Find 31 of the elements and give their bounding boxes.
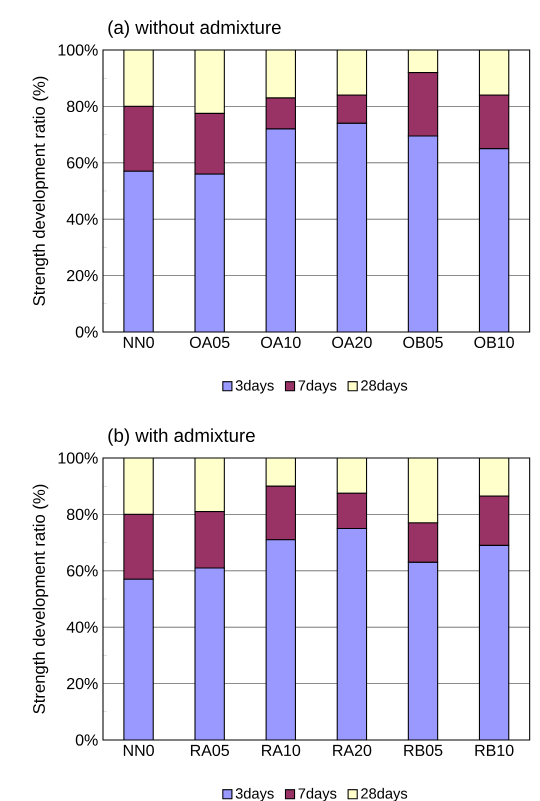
y-tick-label: 40%: [66, 622, 98, 633]
x-tick-label: OA10: [261, 336, 301, 348]
y-tick-label: 80%: [66, 508, 98, 520]
y-tick-label: 80%: [66, 100, 98, 112]
x-tick-label: OB10: [474, 336, 514, 348]
x-tick-label: NN0: [124, 336, 154, 348]
x-tick-label: RA20: [333, 744, 372, 756]
y-axis-title: Strength development ratio (%): [32, 76, 48, 306]
x-tick-label: OA20: [332, 336, 372, 348]
y-axis-title: Strength development ratio (%): [32, 484, 48, 714]
x-tick-label: RB05: [404, 744, 442, 756]
x-tick-label: RA10: [262, 744, 300, 756]
y-tick-label: 100%: [58, 452, 98, 464]
legend-label: 7days: [298, 380, 336, 394]
y-tick-label: 60%: [67, 157, 98, 168]
legend-label: 3days: [236, 380, 274, 394]
x-tick-label: RA05: [190, 744, 229, 756]
y-tick-label: 40%: [66, 214, 98, 225]
y-tick-label: 100%: [58, 44, 98, 56]
chart-title: (a) without admixture: [108, 20, 281, 38]
legend-label: 28days: [361, 380, 408, 394]
x-tick-label: NN0: [124, 744, 154, 756]
x-tick-label: OB05: [403, 336, 443, 348]
x-tick-label: RB10: [475, 744, 514, 756]
chart-title: (b) with admixture: [108, 428, 255, 446]
x-tick-label: OA05: [190, 336, 230, 348]
y-tick-label: 0%: [76, 734, 98, 746]
y-tick-label: 20%: [67, 678, 98, 690]
y-tick-label: 0%: [76, 326, 98, 338]
y-tick-label: 60%: [67, 565, 98, 576]
y-tick-label: 20%: [67, 270, 98, 282]
